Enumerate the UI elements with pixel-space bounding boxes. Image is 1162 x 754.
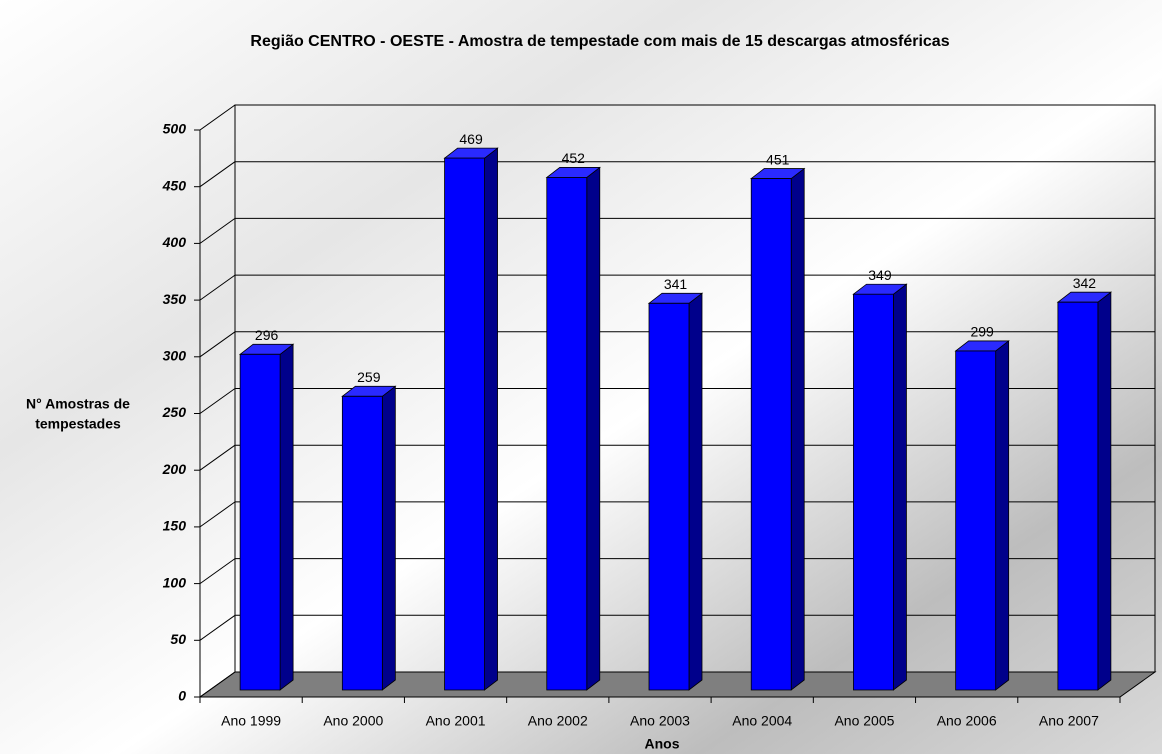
- x-tick-label: Ano 2005: [834, 713, 894, 729]
- grid-line: [199, 671, 236, 698]
- x-tick-label: Ano 2000: [323, 713, 383, 729]
- x-tick-label: Ano 2007: [1039, 713, 1099, 729]
- bar: [750, 167, 806, 691]
- bar-face: [790, 167, 805, 691]
- grid-line: [199, 388, 236, 414]
- bar-face: [995, 340, 1010, 691]
- x-tick-label: Ano 2002: [528, 713, 588, 729]
- bar-face: [341, 395, 383, 691]
- value-label: 296: [255, 327, 279, 343]
- y-tick-label: 200: [162, 461, 187, 477]
- value-label: 299: [970, 324, 994, 340]
- value-label: 349: [868, 267, 892, 283]
- bar-face: [853, 293, 894, 691]
- bar: [545, 166, 601, 691]
- y-tick-label: 250: [162, 404, 187, 420]
- bar: [852, 283, 908, 691]
- grid-line: [199, 104, 236, 131]
- y-axis-title: tempestades: [35, 416, 121, 432]
- bar-face: [239, 353, 281, 691]
- bar-face: [955, 350, 997, 691]
- value-label: 451: [766, 151, 790, 167]
- value-label: 469: [459, 131, 483, 147]
- y-tick-label: 400: [162, 234, 187, 250]
- bar-face: [381, 385, 396, 691]
- chart-title: Região CENTRO - OESTE - Amostra de tempe…: [250, 33, 949, 50]
- value-label: 452: [562, 150, 586, 166]
- y-axis-title: N° Amostras de: [26, 396, 130, 412]
- bar: [341, 385, 397, 691]
- bar-face: [484, 147, 498, 691]
- grid-line: [199, 161, 236, 188]
- grid-line: [199, 274, 236, 301]
- y-tick-label: 150: [163, 518, 187, 534]
- y-tick-label: 100: [163, 574, 187, 590]
- x-tick-label: Ano 2001: [426, 713, 486, 729]
- grid-line: [199, 558, 236, 585]
- grid-line: [199, 444, 236, 471]
- grid-line: [199, 217, 236, 244]
- y-tick-label: 0: [178, 688, 186, 704]
- x-tick-label: Ano 1999: [221, 713, 281, 729]
- y-tick-label: 300: [163, 348, 187, 364]
- x-axis-title: Anos: [645, 736, 680, 752]
- bar-face: [750, 178, 792, 691]
- y-tick-label: 50: [170, 631, 186, 647]
- bar: [954, 340, 1010, 691]
- bar-face: [688, 292, 703, 691]
- bar-face: [444, 157, 485, 691]
- y-tick-label: 500: [163, 121, 187, 137]
- x-tick-label: Ano 2004: [732, 713, 792, 729]
- grid-line: [199, 614, 236, 641]
- bar: [443, 147, 499, 691]
- grid-line: [199, 331, 236, 358]
- bar-face: [586, 166, 601, 691]
- grid-line: [199, 501, 236, 528]
- bar: [1056, 291, 1113, 691]
- x-tick-label: Ano 2006: [937, 713, 997, 729]
- x-tick-label: Ano 2003: [630, 713, 690, 729]
- bar-face: [648, 302, 690, 691]
- value-label: 259: [357, 369, 381, 385]
- value-label: 341: [664, 276, 688, 292]
- y-tick-label: 350: [163, 291, 187, 307]
- bar-face: [546, 177, 588, 691]
- bar: [238, 343, 295, 691]
- bar-face: [1057, 301, 1099, 691]
- y-tick-label: 450: [162, 177, 187, 193]
- bar: [647, 292, 704, 691]
- bar-face: [893, 283, 907, 691]
- bar-face: [1097, 291, 1112, 691]
- bar-face: [279, 343, 294, 691]
- value-label: 342: [1073, 275, 1097, 291]
